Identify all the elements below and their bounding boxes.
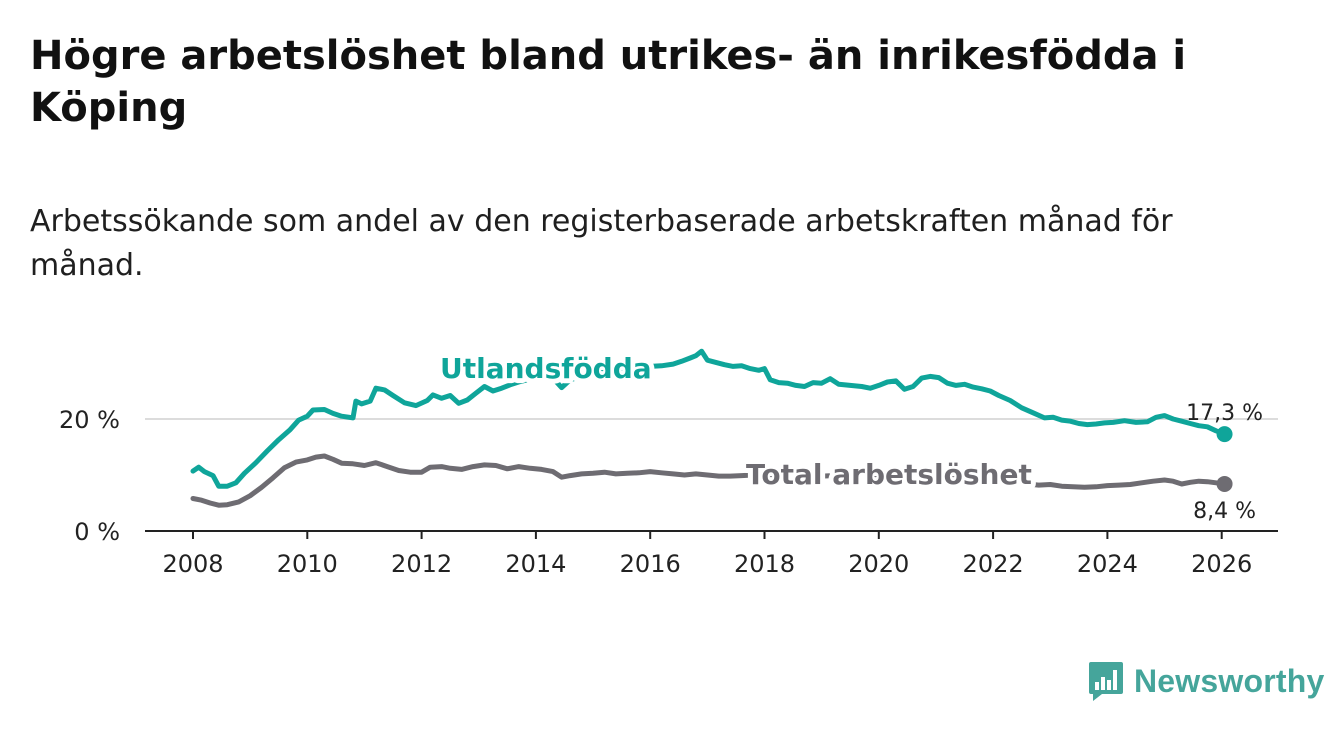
x-tick-label: 2018	[734, 550, 795, 578]
x-tick-label: 2020	[848, 550, 909, 578]
bar-chart-chat-icon	[1089, 662, 1123, 701]
newsworthy-logo: Newsworthy	[1088, 660, 1324, 702]
logo-text: Newsworthy	[1134, 662, 1325, 699]
x-tick-label: 2022	[963, 550, 1024, 578]
x-tick-label: 2010	[277, 550, 338, 578]
series-line-utlandsfodda	[190, 348, 1228, 489]
series-label-total-halo: Total arbetslöshet	[746, 458, 1032, 491]
x-tick-label: 2026	[1191, 550, 1252, 578]
series-line-total	[190, 453, 1228, 508]
series-layer	[190, 348, 1233, 508]
x-tick-label: 2008	[162, 550, 223, 578]
series-label-total: Total arbetslöshet	[746, 458, 1032, 491]
end-label-utlandsfodda: 17,3 %	[1186, 401, 1263, 426]
series-end-point-total	[1216, 475, 1233, 492]
y-tick-label: 20 %	[59, 406, 120, 434]
x-tick-label: 2014	[505, 550, 566, 578]
chart-subtitle: Arbetssökande som andel av den registerb…	[30, 204, 1173, 283]
series-label-utlandsfodda-halo: Utlandsfödda	[440, 352, 652, 385]
x-tick-label: 2016	[620, 550, 681, 578]
axis-layer: 0 % 20 % 2008 2010 2012 2014 2016 2018 2020 2022 2…	[59, 406, 1278, 578]
chart-title: Högre arbetslöshet bland utrikes- än inr…	[30, 33, 1187, 131]
end-label-total: 8,4 %	[1193, 499, 1256, 524]
x-tick-label: 2012	[391, 550, 452, 578]
series-end-point-utlandsfodda	[1216, 426, 1233, 443]
series-label-utlandsfodda: Utlandsfödda	[440, 352, 652, 385]
y-tick-label: 0 %	[74, 518, 120, 546]
x-tick-label: 2024	[1077, 550, 1138, 578]
